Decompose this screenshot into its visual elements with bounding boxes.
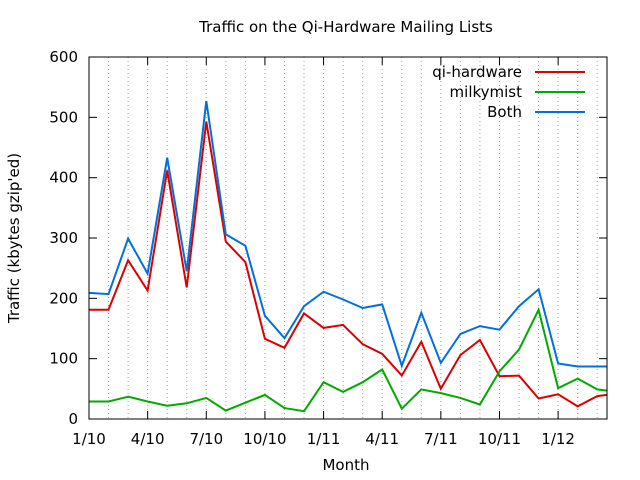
series-line-milkymist xyxy=(89,306,608,413)
x-tick-label: 7/11 xyxy=(424,430,458,448)
x-tick-label: 1/11 xyxy=(307,430,341,448)
x-tick-label: 1/10 xyxy=(72,430,106,448)
y-tick-label: 200 xyxy=(49,289,78,307)
series-line-both xyxy=(88,100,607,369)
legend-label: qi-hardware xyxy=(432,63,522,81)
y-tick-label: 600 xyxy=(49,48,78,66)
y-tick-label: 500 xyxy=(49,108,78,126)
x-axis-ticks: 1/10 4/10 7/10 10/10 1/11 4/11 7/11 10/11 1/12 xyxy=(72,57,575,448)
y-axis-ticks: 0 100 200 300 400 500 600 xyxy=(49,48,607,428)
x-tick-label: 4/10 xyxy=(131,430,165,448)
x-axis-label: Month xyxy=(322,456,369,474)
series-line-qi-hardware xyxy=(89,121,608,408)
legend-label: milkymist xyxy=(450,83,523,101)
x-tick-label: 10/10 xyxy=(243,430,286,448)
x-tick-label: 10/11 xyxy=(478,430,521,448)
legend-label: Both xyxy=(487,103,522,121)
chart-title: Traffic on the Qi-Hardware Mailing Lists xyxy=(198,18,493,36)
x-tick-label: 1/12 xyxy=(541,430,575,448)
series-lines xyxy=(88,100,608,413)
y-tick-label: 300 xyxy=(49,229,78,247)
y-axis-label: Traffic (kbytes gzip'ed) xyxy=(5,153,23,324)
legend: qi-hardware milkymist Both xyxy=(432,63,585,121)
grid-lines xyxy=(108,57,598,419)
x-tick-label: 7/10 xyxy=(189,430,223,448)
y-tick-label: 0 xyxy=(68,410,78,428)
y-tick-label: 100 xyxy=(49,350,78,368)
x-tick-label: 4/11 xyxy=(365,430,399,448)
y-tick-label: 400 xyxy=(49,169,78,187)
